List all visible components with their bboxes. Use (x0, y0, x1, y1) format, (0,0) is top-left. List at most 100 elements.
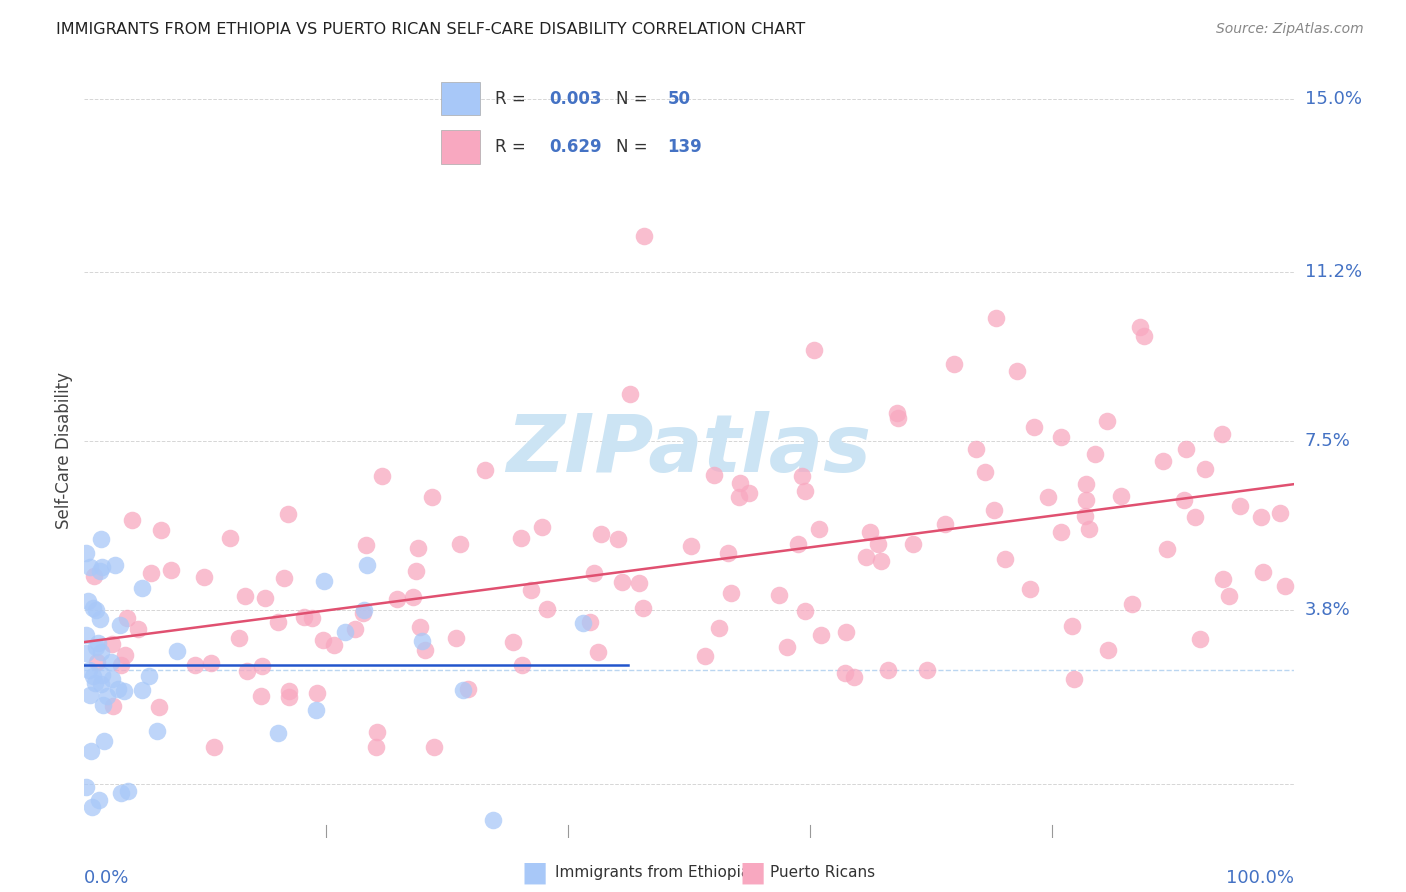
Point (86, 655, 108, 669)
Point (312, 574, 335, 588)
Point (103, 699, 125, 714)
Text: 0.003: 0.003 (550, 89, 602, 108)
Point (254, 591, 277, 605)
Point (1073, 509, 1095, 524)
Point (901, 537, 924, 551)
Point (793, 484, 815, 499)
Point (834, 624, 856, 639)
Point (80, 799, 103, 814)
Point (75, 646, 97, 660)
Point (1152, 453, 1174, 467)
Point (77, 664, 100, 678)
Point (720, 586, 742, 600)
Point (121, 512, 143, 526)
Text: 7.5%: 7.5% (1305, 433, 1351, 450)
Point (803, 343, 825, 357)
Point (333, 625, 356, 640)
Point (277, 683, 299, 698)
Point (89, 612, 111, 626)
Point (405, 564, 427, 578)
Point (1063, 672, 1085, 686)
Point (371, 469, 394, 483)
Point (474, 463, 496, 477)
Point (536, 601, 558, 615)
Point (110, 786, 132, 800)
FancyBboxPatch shape (441, 82, 481, 115)
Point (353, 603, 375, 617)
Point (943, 357, 966, 371)
FancyBboxPatch shape (441, 130, 481, 163)
Point (344, 622, 367, 636)
Point (219, 531, 242, 545)
Point (1036, 490, 1059, 504)
Point (1074, 493, 1097, 508)
Point (108, 617, 131, 632)
Text: R =: R = (495, 137, 526, 156)
Point (1084, 447, 1107, 461)
Point (738, 485, 761, 500)
Point (104, 558, 127, 572)
Point (1194, 461, 1216, 475)
Point (1268, 506, 1291, 520)
Text: N =: N = (616, 89, 648, 108)
Point (693, 648, 716, 663)
Point (408, 541, 430, 556)
Point (794, 604, 817, 618)
Point (233, 589, 256, 603)
Point (619, 386, 641, 401)
Point (446, 632, 468, 646)
Point (112, 683, 135, 698)
Point (787, 536, 810, 550)
Point (1218, 589, 1240, 603)
Point (810, 627, 832, 641)
Point (91, 667, 114, 681)
Text: R =: R = (495, 89, 526, 108)
Point (90, 677, 112, 691)
Point (707, 621, 730, 635)
Point (91, 698, 114, 713)
Point (1229, 499, 1251, 513)
Point (89, 564, 111, 578)
Point (984, 311, 1007, 326)
Point (278, 690, 301, 705)
Point (304, 703, 326, 717)
Point (1077, 522, 1099, 536)
Point (510, 658, 533, 673)
Point (267, 615, 290, 629)
Point (91, 560, 114, 574)
Point (730, 476, 752, 491)
Point (834, 666, 856, 681)
Point (82, 669, 104, 683)
Point (411, 634, 433, 648)
Text: ■: ■ (740, 858, 765, 887)
Point (633, 601, 655, 615)
Point (366, 740, 388, 755)
Point (166, 644, 188, 658)
Point (413, 642, 436, 657)
Point (193, 569, 215, 583)
Point (792, 468, 814, 483)
Point (607, 533, 630, 547)
Point (586, 645, 609, 659)
Point (356, 558, 378, 572)
Point (965, 442, 987, 456)
Point (385, 591, 408, 606)
Text: 15.0%: 15.0% (1305, 90, 1361, 108)
Point (138, 669, 160, 683)
Point (90, 645, 112, 659)
Point (202, 740, 225, 755)
Point (842, 670, 865, 684)
Text: 100.0%: 100.0% (1226, 869, 1294, 887)
Point (768, 588, 790, 602)
Point (80, 744, 103, 758)
Point (886, 411, 908, 425)
Point (184, 657, 207, 672)
Point (159, 563, 181, 577)
Point (236, 664, 259, 678)
Point (703, 468, 725, 483)
Point (250, 659, 273, 673)
Point (1109, 489, 1132, 503)
Point (79, 688, 101, 702)
Point (728, 490, 751, 504)
Point (249, 690, 271, 704)
